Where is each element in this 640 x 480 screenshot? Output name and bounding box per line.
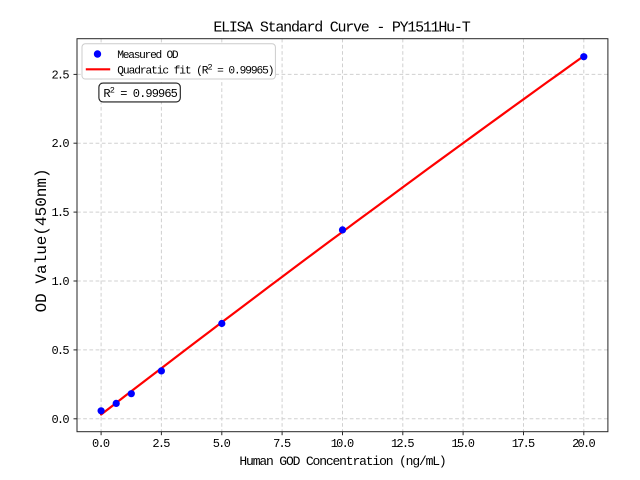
svg-text:OD Value(450nm): OD Value(450nm)	[33, 168, 51, 312]
svg-text:2.5: 2.5	[152, 437, 170, 451]
svg-text:2.0: 2.0	[51, 137, 69, 151]
svg-text:10.0: 10.0	[331, 437, 354, 451]
svg-text:0.0: 0.0	[51, 413, 69, 427]
svg-text:R2 = 0.99965: R2 = 0.99965	[103, 86, 177, 102]
svg-text:1.5: 1.5	[51, 206, 69, 220]
svg-text:1.0: 1.0	[51, 275, 69, 289]
svg-text:Human GOD Concentration (ng/mL: Human GOD Concentration (ng/mL)	[239, 454, 445, 469]
svg-text:15.0: 15.0	[451, 437, 474, 451]
svg-text:17.5: 17.5	[512, 437, 535, 451]
svg-text:Quadratic fit (R2 = 0.99965): Quadratic fit (R2 = 0.99965)	[117, 62, 273, 77]
svg-text:Measured OD: Measured OD	[117, 50, 179, 62]
svg-text:2.5: 2.5	[51, 68, 69, 82]
svg-text:7.5: 7.5	[273, 437, 291, 451]
svg-text:ELISA Standard Curve - PY1511H: ELISA Standard Curve - PY1511Hu-T	[213, 19, 470, 36]
svg-text:12.5: 12.5	[391, 437, 414, 451]
svg-text:0.5: 0.5	[51, 344, 69, 358]
svg-text:20.0: 20.0	[572, 437, 595, 451]
svg-text:5.0: 5.0	[213, 437, 231, 451]
svg-text:0.0: 0.0	[92, 437, 110, 451]
